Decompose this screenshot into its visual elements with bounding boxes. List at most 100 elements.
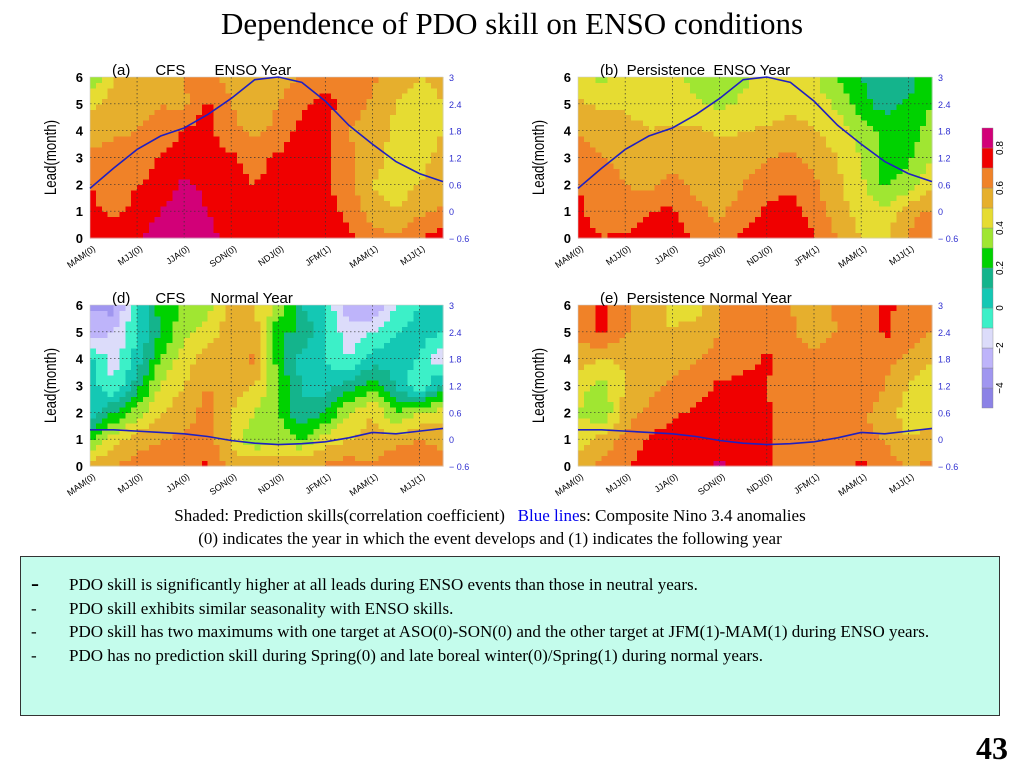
- heatmap-cell: [431, 195, 438, 202]
- heatmap-cell: [784, 157, 791, 164]
- heatmap-cell: [119, 460, 126, 467]
- heatmap-cell: [660, 178, 668, 185]
- heatmap-cell: [849, 205, 856, 212]
- heatmap-cell: [372, 195, 379, 202]
- heatmap-cell: [690, 232, 697, 239]
- heatmap-cell: [690, 221, 697, 228]
- heatmap-cell: [902, 205, 909, 212]
- heatmap-cell: [914, 152, 921, 159]
- heatmap-cell: [266, 406, 273, 413]
- heatmap-cell: [808, 195, 815, 202]
- heatmap-cell: [254, 109, 262, 116]
- heatmap-cell: [701, 82, 709, 89]
- heatmap-cell: [325, 195, 332, 202]
- heatmap-cell: [589, 173, 597, 180]
- heatmap-cell: [790, 221, 797, 228]
- heatmap-cell: [313, 326, 321, 333]
- heatmap-cell: [119, 103, 126, 110]
- heatmap-cell: [413, 146, 421, 153]
- heatmap-cell: [855, 205, 862, 212]
- heatmap-cell: [154, 310, 162, 317]
- heatmap-cell: [366, 178, 373, 185]
- heatmap-cell: [760, 157, 768, 164]
- heatmap-cell: [331, 305, 338, 311]
- heatmap-cell: [207, 460, 215, 467]
- heatmap-cell: [831, 82, 839, 89]
- heatmap-cell: [583, 136, 591, 142]
- heatmap-cell: [926, 216, 933, 223]
- heatmap-cell: [125, 455, 132, 462]
- heatmap-cell: [749, 82, 756, 89]
- heatmap-cell: [855, 195, 862, 202]
- heatmap-cell: [873, 189, 880, 196]
- heatmap-cell: [119, 428, 126, 435]
- heatmap-cell: [284, 93, 291, 100]
- heatmap-cell: [154, 401, 162, 408]
- heatmap-cell: [366, 227, 373, 234]
- heatmap-cell: [172, 211, 179, 218]
- heatmap-cell: [184, 342, 191, 349]
- heatmap-cell: [107, 109, 115, 116]
- heatmap-cell: [613, 146, 620, 153]
- heatmap-cell: [148, 189, 156, 196]
- heatmap-cell: [107, 227, 115, 234]
- heatmap-cell: [908, 205, 915, 212]
- heatmap-cell: [148, 136, 156, 142]
- heatmap-cell: [637, 125, 644, 132]
- heatmap-cell: [172, 449, 179, 456]
- heatmap-cell: [337, 390, 344, 397]
- heatmap-cell: [784, 168, 791, 175]
- heatmap-cell: [254, 152, 262, 159]
- heatmap-cell: [90, 423, 97, 430]
- heatmap-cell: [861, 216, 868, 223]
- heatmap-cell: [237, 455, 244, 462]
- heatmap-cell: [884, 178, 892, 185]
- heatmap-cell: [131, 326, 138, 333]
- heatmap-cell: [743, 178, 750, 185]
- heatmap-cell: [95, 130, 103, 137]
- heatmap-cell: [219, 331, 226, 338]
- heatmap-cell: [437, 77, 444, 83]
- heatmap-cell: [831, 227, 839, 234]
- heatmap-cell: [119, 326, 126, 333]
- heatmap-cell: [290, 109, 297, 116]
- heatmap-cell: [231, 412, 238, 419]
- heatmap-cell: [190, 305, 197, 311]
- heatmap-cell: [101, 353, 109, 360]
- heatmap-cell: [142, 337, 150, 344]
- heatmap-cell: [201, 200, 209, 207]
- heatmap-cell: [295, 82, 303, 89]
- heatmap-cell: [902, 221, 909, 228]
- heatmap-cell: [290, 211, 297, 218]
- heatmap-cell: [755, 157, 762, 164]
- heatmap-cell: [642, 77, 650, 83]
- heatmap-cell: [184, 326, 191, 333]
- heatmap-cell: [331, 227, 338, 234]
- heatmap-cell: [337, 449, 344, 456]
- heatmap-cell: [743, 221, 750, 228]
- heatmap-cell: [884, 103, 892, 110]
- heatmap-cell: [819, 114, 827, 121]
- heatmap-cell: [908, 109, 915, 116]
- heatmap-cell: [696, 200, 703, 207]
- heatmap-cell: [437, 200, 444, 207]
- heatmap-cell: [148, 173, 156, 180]
- heatmap-cell: [131, 406, 138, 413]
- heatmap-cell: [902, 200, 909, 207]
- heatmap-cell: [595, 232, 603, 239]
- heatmap-cell: [819, 87, 827, 94]
- heatmap-cell: [148, 347, 156, 354]
- heatmap-cell: [307, 364, 315, 370]
- heatmap-cell: [301, 227, 309, 234]
- heatmap-cell: [190, 369, 197, 376]
- heatmap-cell: [248, 157, 256, 164]
- heatmap-cell: [307, 337, 315, 344]
- heatmap-cell: [307, 460, 315, 467]
- heatmap-cell: [831, 114, 839, 121]
- heatmap-cell: [142, 109, 150, 116]
- heatmap-cell: [837, 77, 845, 83]
- heatmap-cell: [195, 353, 203, 360]
- heatmap-cell: [843, 109, 850, 116]
- heatmap-cell: [407, 162, 415, 169]
- heatmap-cell: [95, 189, 103, 196]
